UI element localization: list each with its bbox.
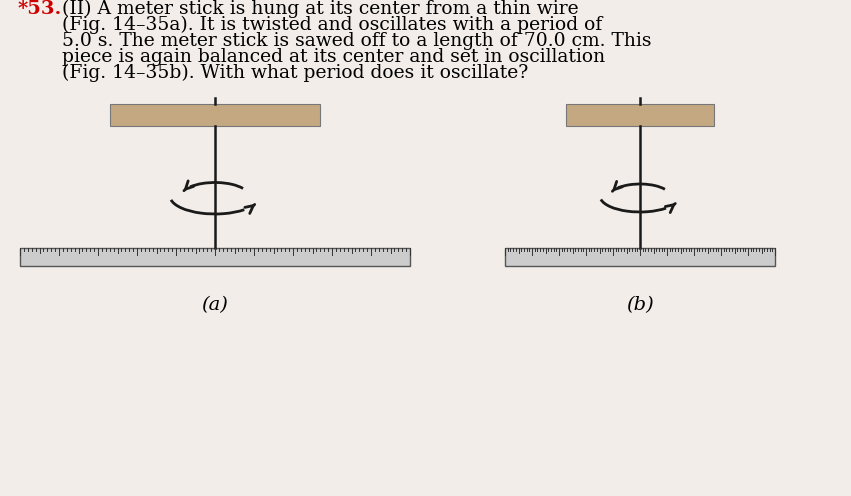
Bar: [566, 104, 714, 126]
Text: (Fig. 14–35b). With what period does it oscillate?: (Fig. 14–35b). With what period does it …: [62, 64, 528, 82]
Bar: [20, 248, 410, 266]
Text: (II) A meter stick is hung at its center from a thin wire: (II) A meter stick is hung at its center…: [62, 0, 579, 18]
Text: (b): (b): [626, 296, 654, 314]
Bar: [110, 104, 320, 126]
Text: (a): (a): [202, 296, 228, 314]
Text: (Fig. 14–35a). It is twisted and oscillates with a period of: (Fig. 14–35a). It is twisted and oscilla…: [62, 16, 603, 34]
Bar: [505, 248, 775, 266]
Text: 5.0 s. The meter stick is sawed off to a length of 70.0 cm. This: 5.0 s. The meter stick is sawed off to a…: [62, 32, 652, 50]
Text: *53.: *53.: [18, 0, 62, 18]
Text: piece is again balanced at its center and set in oscillation: piece is again balanced at its center an…: [62, 48, 605, 66]
